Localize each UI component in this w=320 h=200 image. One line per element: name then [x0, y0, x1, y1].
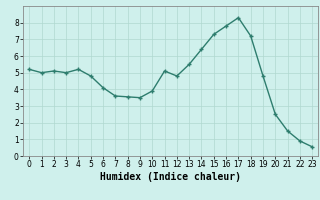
X-axis label: Humidex (Indice chaleur): Humidex (Indice chaleur) [100, 172, 241, 182]
